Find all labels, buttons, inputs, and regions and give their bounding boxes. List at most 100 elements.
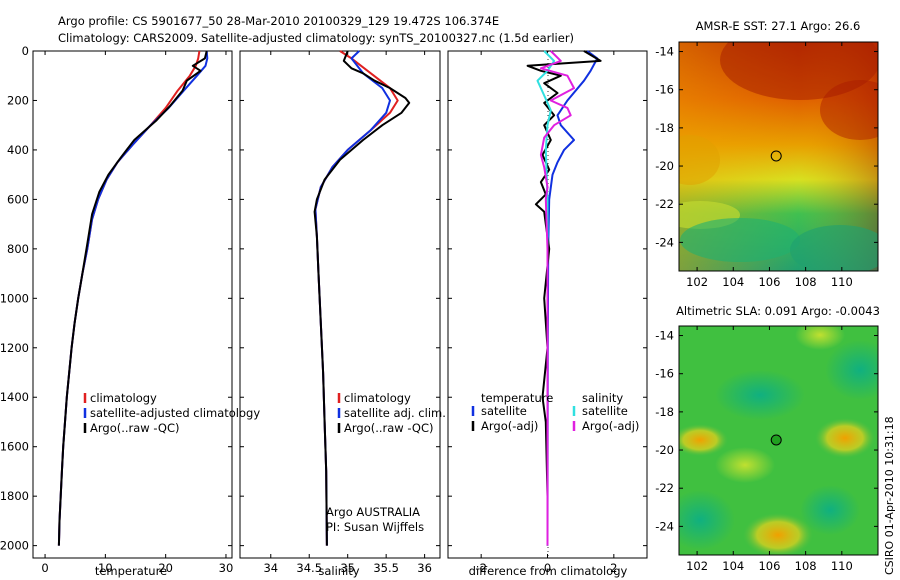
- sla-map: Altimetric SLA: 0.091 Argo: -0.0043 102 1…: [655, 304, 880, 573]
- map-lat-label: -14: [655, 329, 674, 343]
- legend-climatology: climatology: [90, 391, 157, 405]
- depth-tick-label: 1800: [0, 489, 29, 503]
- argo-position-marker: [770, 434, 782, 446]
- x-tick-label: -2: [475, 561, 486, 575]
- x-tick-label: 2: [610, 561, 617, 575]
- map-lat-label: -22: [655, 481, 674, 495]
- depth-tick-label: 800: [7, 242, 29, 256]
- depth-tick-label: 1600: [0, 440, 29, 454]
- depth-tick-label: 1000: [0, 291, 29, 305]
- map-lon-label: 102: [686, 559, 708, 573]
- map-lon-label: 106: [758, 275, 780, 289]
- legend-sal-argo: Argo(-adj): [582, 419, 639, 433]
- series-line-satellite-adjusted-climatology: [57, 50, 209, 546]
- legend-climatology: climatology: [344, 391, 411, 405]
- sst-heatmap-field: [679, 42, 878, 271]
- map-lat-label: -14: [655, 45, 674, 59]
- x-tick-label: 34: [263, 561, 278, 575]
- legend-satellite: satellite adj. clim.: [344, 406, 446, 420]
- sst-map-axes: 102 104 106 108 110 -14 -16 -18 -20 -22 -24: [655, 42, 878, 289]
- legend-satellite: satellite-adjusted climatology: [90, 406, 260, 420]
- map-lat-label: -18: [655, 405, 674, 419]
- series-line-temperature-satellite: [546, 50, 599, 546]
- difference-legend: temperature satellite Argo(-adj) salinit…: [471, 391, 639, 433]
- series-line-climatology: [314, 50, 399, 546]
- sst-map-frame: [678, 41, 879, 272]
- series-line-argo-raw-qc-: [313, 50, 411, 546]
- map-lon-label: 110: [831, 275, 853, 289]
- legend-temp-satellite: satellite: [481, 404, 527, 418]
- depth-tick-label: 400: [7, 143, 29, 157]
- map-lat-label: -16: [655, 367, 674, 381]
- depth-tick-label: 1400: [0, 390, 29, 404]
- map-lat-label: -20: [655, 159, 674, 173]
- x-tick-label: 36: [417, 561, 432, 575]
- salinity-panel: 34 34.5 35 35.5 36 salinity climatology sate…: [239, 50, 446, 578]
- temperature-x-label: temperature: [95, 564, 167, 578]
- temperature-x-axis: 0 10 20 30: [41, 51, 233, 575]
- figure-title-line1: Argo profile: CS 5901677_50 28-Mar-2010 …: [58, 14, 499, 28]
- depth-tick-label: 200: [7, 93, 29, 107]
- sst-map: AMSR-E SST: 27.1 Argo: 26.6 102 104 106 108…: [655, 19, 879, 289]
- map-lon-label: 104: [722, 559, 744, 573]
- map-lon-label: 102: [686, 275, 708, 289]
- map-lat-label: -22: [655, 197, 674, 211]
- temperature-panel: 0 200 400 600 800 1000 1200 1400 1600 1800 2000 0 1…: [0, 44, 260, 578]
- x-tick-label: 0: [41, 561, 48, 575]
- map-lat-label: -24: [655, 519, 674, 533]
- x-tick-label: 10: [98, 561, 113, 575]
- map-lon-label: 106: [758, 559, 780, 573]
- depth-tick-label: 600: [7, 192, 29, 206]
- x-tick-label: 34.5: [296, 561, 322, 575]
- temperature-axes-frame: [32, 50, 233, 559]
- sla-map-title: Altimetric SLA: 0.091 Argo: -0.0043: [676, 304, 880, 318]
- legend-sal-satellite: satellite: [582, 404, 628, 418]
- map-lon-label: 108: [795, 559, 817, 573]
- legend-argo: Argo(..raw -QC): [90, 421, 180, 435]
- map-lon-label: 104: [722, 275, 744, 289]
- figure-title-line2: Climatology: CARS2009. Satellite-adjuste…: [58, 31, 574, 45]
- difference-panel: -2 0 2 difference from climatology tempera…: [447, 50, 648, 578]
- depth-tick-label: 1200: [0, 341, 29, 355]
- x-tick-label: 30: [219, 561, 234, 575]
- x-tick-label: 0: [544, 561, 551, 575]
- legend-salinity-title: salinity: [582, 391, 623, 405]
- series-line-argo-raw-qc-: [57, 50, 208, 546]
- salinity-axes-frame: [239, 50, 441, 559]
- salinity-x-axis: 34 34.5 35 35.5 36: [263, 51, 432, 575]
- x-tick-label: 35.5: [373, 561, 399, 575]
- sla-map-axes: 102 104 106 108 110 -14 -16 -18 -20 -22 -24: [655, 326, 878, 573]
- argo-position-marker: [770, 150, 782, 162]
- depth-axis: 0 200 400 600 800 1000 1200 1400 1600 1800 2000: [0, 44, 232, 553]
- map-lat-label: -16: [655, 83, 674, 97]
- salinity-x-label: salinity: [318, 564, 359, 578]
- sla-map-frame: [678, 325, 879, 556]
- salinity-y-ticks: [240, 50, 440, 547]
- salinity-series: [313, 50, 411, 546]
- series-line-temperature-argo-adj-: [526, 50, 602, 546]
- legend-temp-argo: Argo(-adj): [481, 419, 538, 433]
- difference-series: [526, 50, 602, 546]
- depth-tick-label: 2000: [0, 539, 29, 553]
- map-lat-label: -18: [655, 121, 674, 135]
- sst-map-title: AMSR-E SST: 27.1 Argo: 26.6: [696, 19, 861, 33]
- difference-x-label: difference from climatology: [469, 564, 628, 578]
- map-lon-label: 108: [795, 275, 817, 289]
- series-line-climatology: [57, 50, 201, 546]
- map-lat-label: -24: [655, 235, 674, 249]
- pi-annotation: PI: Susan Wijffels: [326, 520, 424, 534]
- map-lat-label: -20: [655, 443, 674, 457]
- difference-y-ticks: [448, 50, 647, 547]
- legend-argo: Argo(..raw -QC): [344, 421, 434, 435]
- x-tick-label: 35: [340, 561, 355, 575]
- temperature-legend: climatology satellite-adjusted climatolo…: [83, 391, 260, 435]
- credit-timestamp: CSIRO 01-Apr-2010 10:31:18: [883, 416, 896, 575]
- argo-agency-annotation: Argo AUSTRALIA: [326, 505, 420, 519]
- temperature-series: [57, 50, 209, 546]
- salinity-legend: climatology satellite adj. clim. Argo(..…: [337, 391, 446, 435]
- depth-tick-label: 0: [22, 44, 29, 58]
- series-line-salinity-satellite: [536, 50, 556, 546]
- series-line-salinity-argo-adj-: [539, 50, 575, 546]
- map-lon-label: 110: [831, 559, 853, 573]
